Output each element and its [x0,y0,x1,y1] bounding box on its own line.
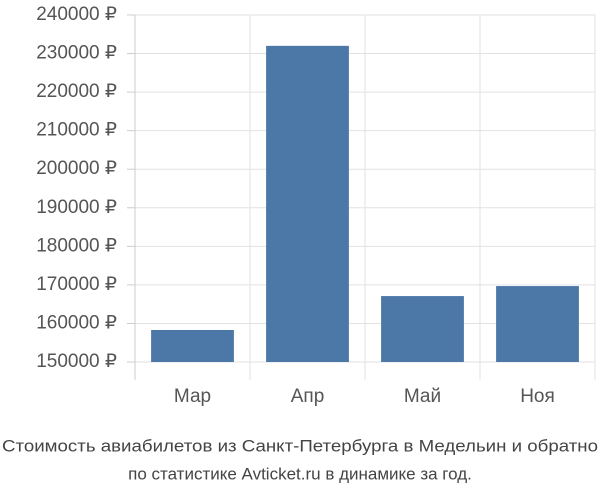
y-tick-label: 180000 ₽ [36,235,117,256]
x-tick-label: Апр [291,386,325,407]
bar [496,286,579,362]
chart-subtitle: по статистике Avticket.ru в динамике за … [128,464,472,483]
y-tick-label: 150000 ₽ [36,351,117,372]
y-tick-label: 220000 ₽ [36,81,117,102]
bar [266,45,349,362]
y-tick-label: 190000 ₽ [36,197,117,218]
bar [381,296,464,362]
y-tick-label: 160000 ₽ [36,312,117,333]
y-tick-label: 230000 ₽ [36,43,117,64]
y-tick-label: 240000 ₽ [36,4,117,25]
x-tick-label: Мар [174,386,211,407]
bar [151,329,234,362]
y-tick-label: 210000 ₽ [36,120,117,141]
x-tick-label: Май [404,386,441,407]
y-tick-label: 170000 ₽ [36,274,117,295]
y-tick-label: 200000 ₽ [36,158,117,179]
chart-title: Стоимость авиабилетов из Санкт-Петербург… [2,436,598,455]
x-tick-label: Ноя [520,386,555,407]
